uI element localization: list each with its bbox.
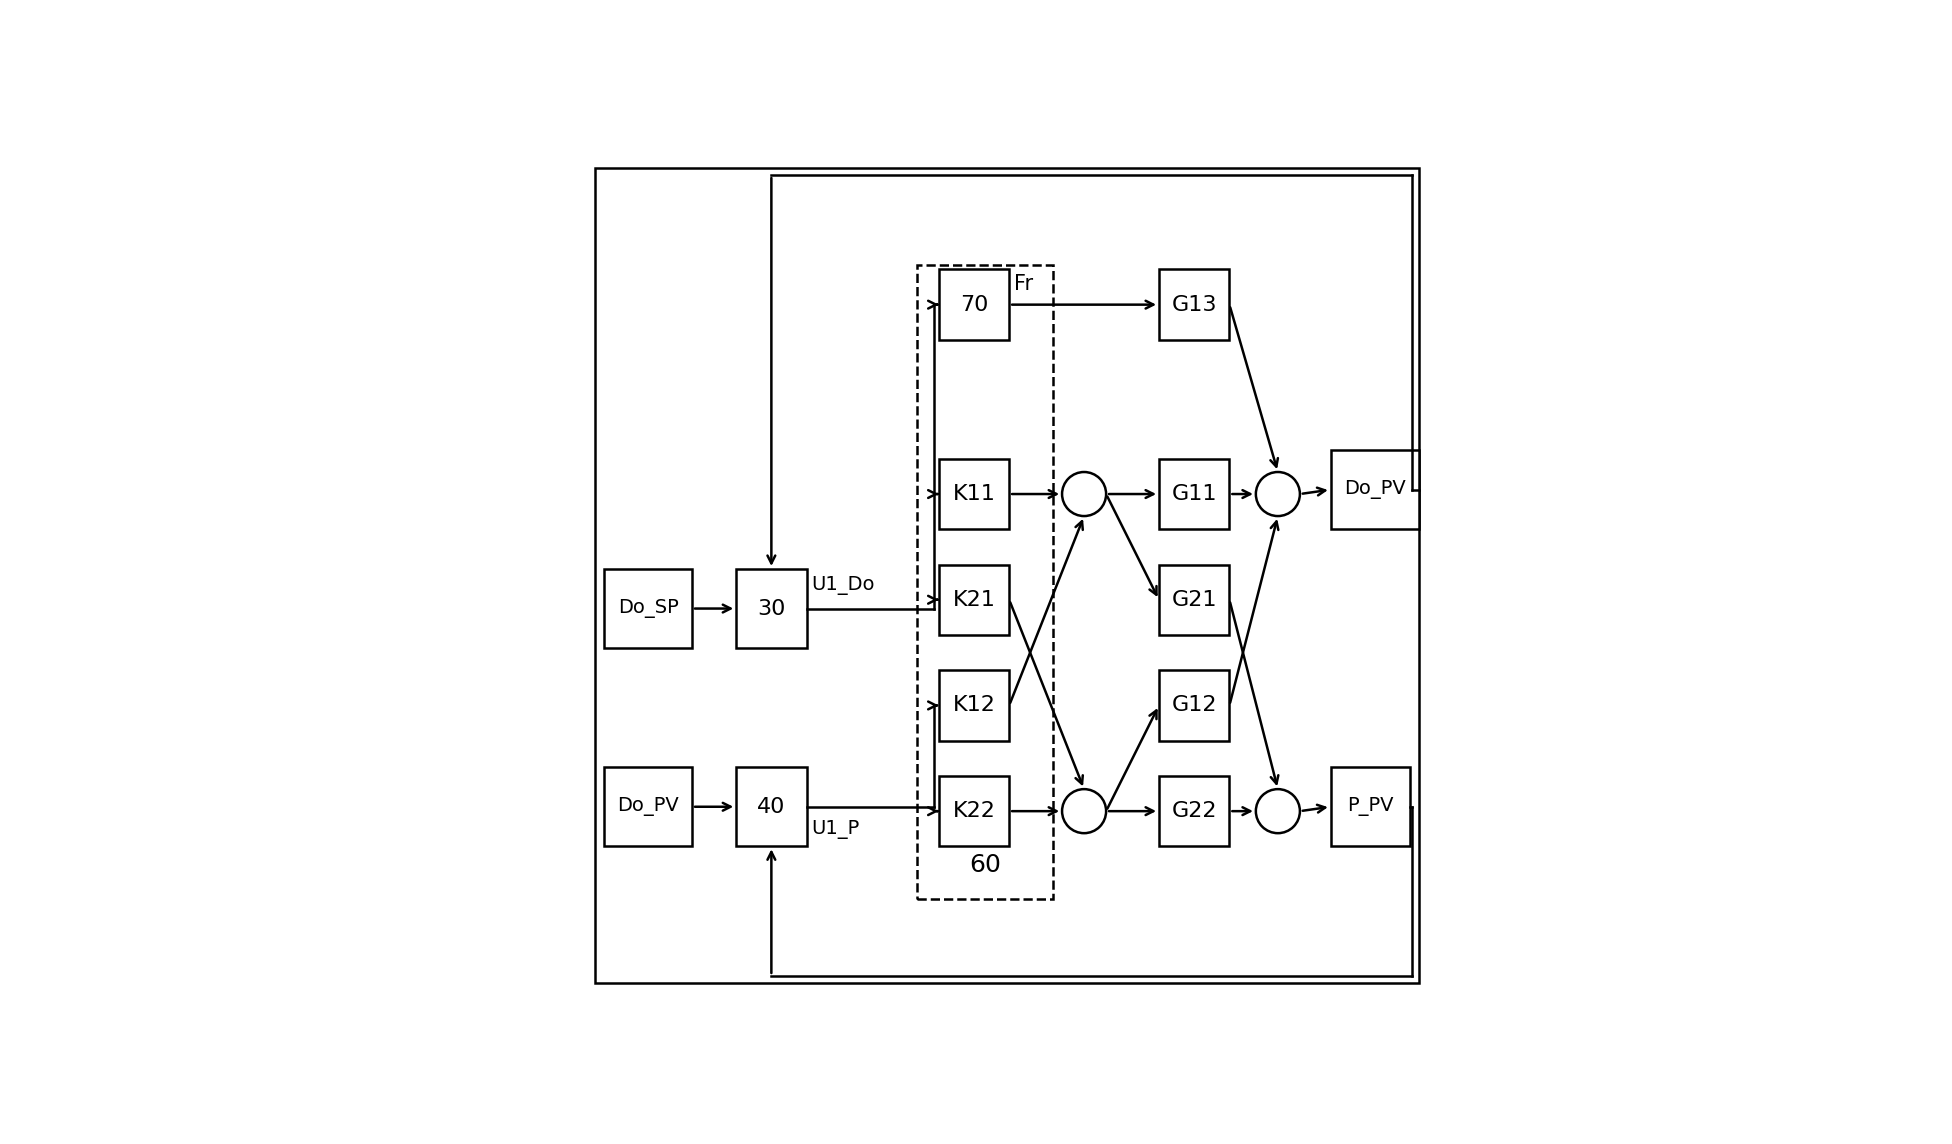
Text: G21: G21 [1171,590,1216,610]
Bar [603,569,693,649]
Text: Do_PV: Do_PV [617,797,679,817]
Bar [1331,768,1409,847]
Bar [603,768,693,847]
Text: U1_P: U1_P [810,820,859,839]
Text: 70: 70 [960,295,988,315]
Bar [939,270,1009,340]
Text: U1_Do: U1_Do [810,577,874,595]
Bar [1159,270,1230,340]
Bar [917,265,1054,899]
Bar [1331,450,1419,530]
Text: 30: 30 [757,598,785,619]
Text: K12: K12 [953,696,996,715]
Bar [736,569,806,649]
Text: G11: G11 [1171,484,1216,505]
Bar [939,670,1009,740]
Bar [1159,564,1230,635]
Bar [736,768,806,847]
Bar [1159,670,1230,740]
Text: G12: G12 [1171,696,1216,715]
Text: K22: K22 [953,801,996,821]
Text: 40: 40 [757,796,785,817]
Text: K21: K21 [953,590,996,610]
Bar [1159,459,1230,530]
Text: G13: G13 [1171,295,1216,315]
Text: 60: 60 [968,853,1001,877]
Text: Do_PV: Do_PV [1343,480,1405,499]
Text: Fr: Fr [1013,275,1033,294]
Bar [1159,776,1230,847]
Text: Do_SP: Do_SP [617,599,679,618]
Text: G22: G22 [1171,801,1216,821]
Bar [939,776,1009,847]
Text: P_PV: P_PV [1347,797,1394,817]
Text: K11: K11 [953,484,996,505]
Bar [939,459,1009,530]
Bar [939,564,1009,635]
